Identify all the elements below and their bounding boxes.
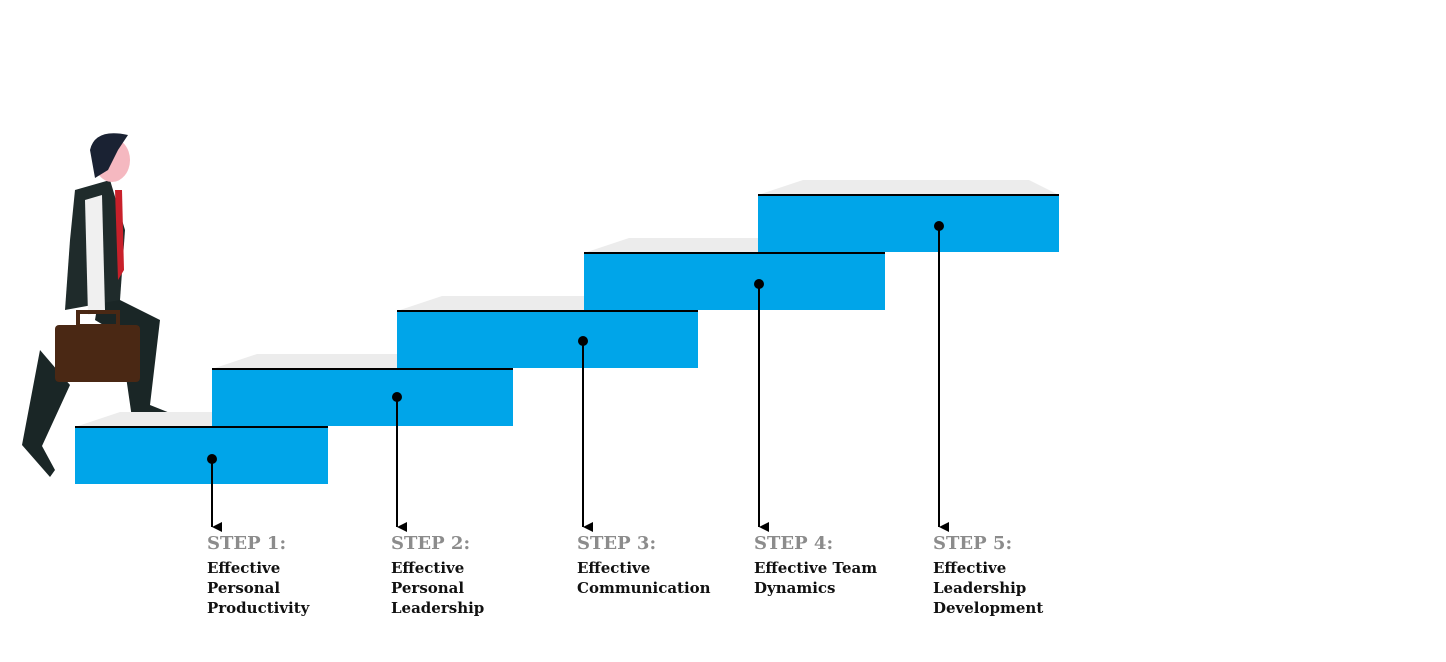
step-title-line: Effective — [933, 559, 1006, 577]
step-title-line: Personal — [207, 579, 280, 597]
pointer-dot — [754, 279, 764, 289]
step-title-line: Personal — [391, 579, 464, 597]
step-title-line: Effective — [577, 559, 650, 577]
step-block — [75, 427, 328, 484]
step-title-line: Productivity — [207, 599, 311, 617]
pointer-dot — [392, 392, 402, 402]
step-block — [758, 195, 1059, 252]
step-label: STEP 3: — [577, 533, 656, 554]
pointer-dot — [207, 454, 217, 464]
stairs — [75, 180, 1059, 532]
step-labels: STEP 1: Effective Personal Productivity STEP… — [207, 533, 1043, 617]
step-title-line: Communication — [577, 579, 711, 597]
step-label: STEP 4: — [754, 533, 833, 554]
step-title-line: Leadership — [933, 579, 1026, 597]
businessman — [22, 133, 175, 477]
step-title-line: Development — [933, 599, 1043, 617]
step-label: STEP 5: — [933, 533, 1012, 554]
pointer-dot — [578, 336, 588, 346]
step-title-line: Dynamics — [754, 579, 836, 597]
step-label: STEP 1: — [207, 533, 286, 554]
step-title-line: Effective — [391, 559, 464, 577]
step-top — [758, 180, 1059, 195]
step-block — [584, 253, 885, 310]
step-block — [397, 311, 698, 368]
step-label: STEP 2: — [391, 533, 470, 554]
step-title-line: Effective Team — [754, 559, 877, 577]
step-block — [212, 369, 513, 426]
pointer-dot — [934, 221, 944, 231]
step-title-line: Effective — [207, 559, 280, 577]
step-title-line: Leadership — [391, 599, 484, 617]
